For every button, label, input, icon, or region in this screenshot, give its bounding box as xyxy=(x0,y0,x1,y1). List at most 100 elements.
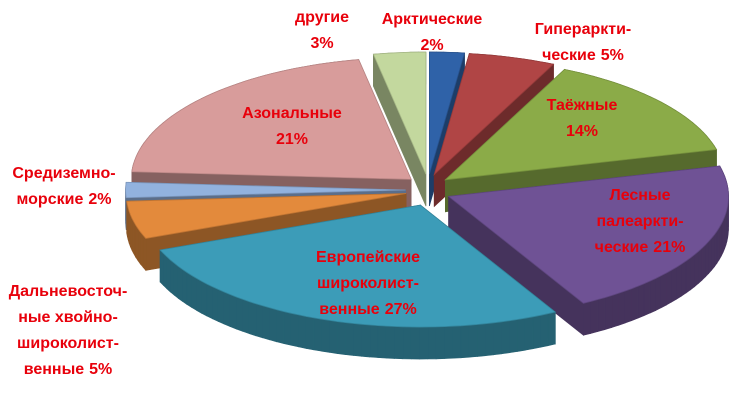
slice-wall xyxy=(493,321,502,356)
slice xyxy=(428,51,466,175)
slice-wall xyxy=(618,290,626,326)
slice-label: ные хвойно- xyxy=(18,309,118,326)
slice-wall xyxy=(649,278,657,314)
label-name: Лесные xyxy=(609,187,670,204)
slice-wall xyxy=(170,259,175,296)
slice-label: венные 5% xyxy=(24,361,113,378)
slice-wall xyxy=(217,288,225,325)
slice-wall xyxy=(223,291,231,327)
slice xyxy=(131,59,412,180)
slice-wall xyxy=(137,227,141,265)
slice-wall xyxy=(705,240,710,278)
slice-label: Гипераркти- xyxy=(535,21,632,38)
label-name: морские xyxy=(17,191,84,208)
slice-wall xyxy=(714,230,718,268)
label-name: Дальневосточ- xyxy=(9,283,128,300)
label-name: венные xyxy=(319,301,380,318)
slice-label: венные 27% xyxy=(319,301,416,318)
slice-label: Средиземно- xyxy=(12,165,115,182)
slice-wall xyxy=(604,295,613,331)
slice-wall xyxy=(685,257,691,294)
slice xyxy=(433,53,555,176)
slice xyxy=(444,68,718,181)
slice-wall xyxy=(313,317,323,352)
label-name: Таёжные xyxy=(547,97,618,114)
slice-label: ческие 21% xyxy=(595,239,686,256)
slice-wall xyxy=(631,285,639,322)
slice-wall xyxy=(611,292,619,328)
value-label: 5% xyxy=(601,47,624,64)
slice-wall xyxy=(698,247,703,285)
slice-wall xyxy=(191,274,197,311)
slice-wall xyxy=(329,320,338,354)
slice-label: Арктические xyxy=(382,11,483,28)
slice-wall xyxy=(597,297,606,332)
slice-label: морские 2% xyxy=(17,191,112,208)
slice-label: Европейские xyxy=(316,249,420,266)
slice-wall xyxy=(485,322,494,357)
slice-wall xyxy=(410,326,420,360)
value-label: 2% xyxy=(88,191,111,208)
slice-wall xyxy=(196,277,202,314)
slice-wall xyxy=(262,305,270,341)
slice-wall xyxy=(477,323,486,357)
slice-wall xyxy=(637,283,645,319)
slice-wall xyxy=(290,312,300,348)
slice-wall xyxy=(501,320,510,355)
slice-label: широколист- xyxy=(317,275,419,292)
label-name: широколист- xyxy=(17,335,119,352)
slice-wall xyxy=(532,314,541,350)
slice-wall xyxy=(694,250,699,288)
slice-wall xyxy=(276,309,285,344)
slice-wall xyxy=(394,326,404,360)
slice-wall xyxy=(660,272,667,309)
slice xyxy=(126,193,407,239)
slice-label: Азональные xyxy=(242,105,342,122)
slice-label: палеаркти- xyxy=(596,213,683,230)
slice-wall xyxy=(173,262,179,299)
slice-wall xyxy=(283,311,292,346)
slice-wall xyxy=(671,266,678,303)
slice-wall xyxy=(444,325,454,359)
slice-wall xyxy=(166,255,171,293)
label-name: венные xyxy=(24,361,85,378)
slice-wall xyxy=(177,265,183,302)
slice-wall xyxy=(248,301,257,337)
value-label: 3% xyxy=(310,35,333,52)
value-label: 5% xyxy=(89,361,112,378)
slice-wall xyxy=(583,301,592,336)
slice xyxy=(447,165,729,304)
slice-wall xyxy=(361,323,371,358)
label-name: ческие xyxy=(595,239,649,256)
slice-wall xyxy=(236,296,243,332)
value-label: 27% xyxy=(385,301,417,318)
value-label: 21% xyxy=(276,131,308,148)
slice-wall xyxy=(345,322,354,356)
slice-wall xyxy=(305,316,315,351)
slice-wall xyxy=(547,311,556,347)
slice-label: Таёжные xyxy=(547,97,618,114)
slice-wall xyxy=(676,263,682,300)
label-name: широколист- xyxy=(317,275,419,292)
slice-wall xyxy=(142,234,147,272)
slice xyxy=(125,181,406,199)
slice-wall xyxy=(517,317,526,352)
slice-wall xyxy=(135,224,139,262)
slice-wall xyxy=(182,268,188,306)
slice-wall xyxy=(681,260,687,297)
slice-wall xyxy=(435,326,445,360)
slice-wall xyxy=(242,298,250,335)
slice xyxy=(372,51,427,175)
slice-wall xyxy=(337,321,346,355)
slice-wall xyxy=(269,307,278,343)
slice-wall xyxy=(690,254,695,291)
slice-wall xyxy=(419,326,429,360)
slice-wall xyxy=(655,275,662,311)
value-label: 21% xyxy=(653,239,685,256)
slice-wall xyxy=(460,324,470,359)
slice-wall xyxy=(666,269,673,306)
slice-wall xyxy=(186,271,192,309)
slice-wall xyxy=(377,325,387,359)
slice-wall xyxy=(716,226,720,265)
